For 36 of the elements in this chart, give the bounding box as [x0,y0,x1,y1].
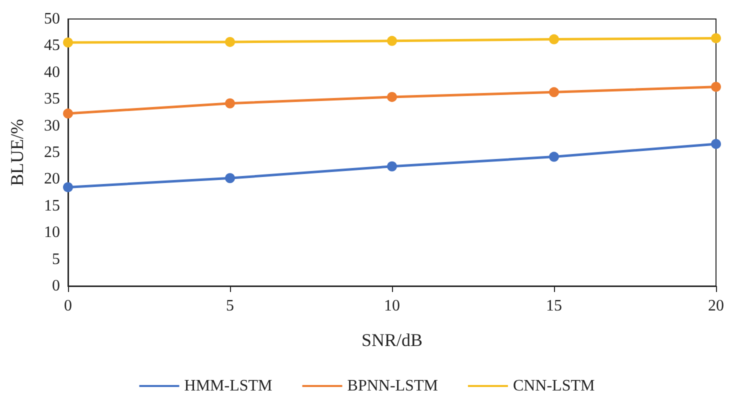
x-tick-label: 15 [546,298,562,314]
point [225,98,235,108]
x-tick-label: 20 [708,298,724,314]
y-tick-label: 40 [44,64,60,81]
legend-label: HMM-LSTM [184,378,272,394]
legend-label: CNN-LSTM [512,378,595,394]
point [711,82,721,92]
point [225,36,235,47]
y-tick-label: 0 [52,278,60,294]
point [387,36,397,46]
y-tick-label: 35 [44,90,60,108]
point [387,161,397,172]
y-tick-label: 15 [44,197,60,214]
point [63,38,73,48]
point [63,182,73,192]
y-tick-label: 5 [52,250,60,268]
x-tick-label: 0 [64,298,72,314]
x-tick-label: 10 [384,298,400,314]
legend-label: BPNN-LSTM [347,378,438,394]
x-tick-label: 5 [226,298,234,314]
y-tick-label: 30 [44,117,60,134]
x-axis-title: SNR/dB [361,330,423,350]
y-tick-label: 50 [44,10,60,28]
point [711,138,721,149]
y-axis-title: BLUE/% [7,119,27,186]
y-tick-label: 25 [44,144,60,161]
point [225,173,235,184]
y-tick-label: 10 [44,224,60,242]
point [549,152,559,162]
y-tick-label: 20 [44,170,60,188]
point [549,87,559,98]
point [711,33,721,44]
y-tick-label: 45 [44,37,60,54]
point [549,34,559,44]
point [63,108,73,119]
point [387,92,397,102]
